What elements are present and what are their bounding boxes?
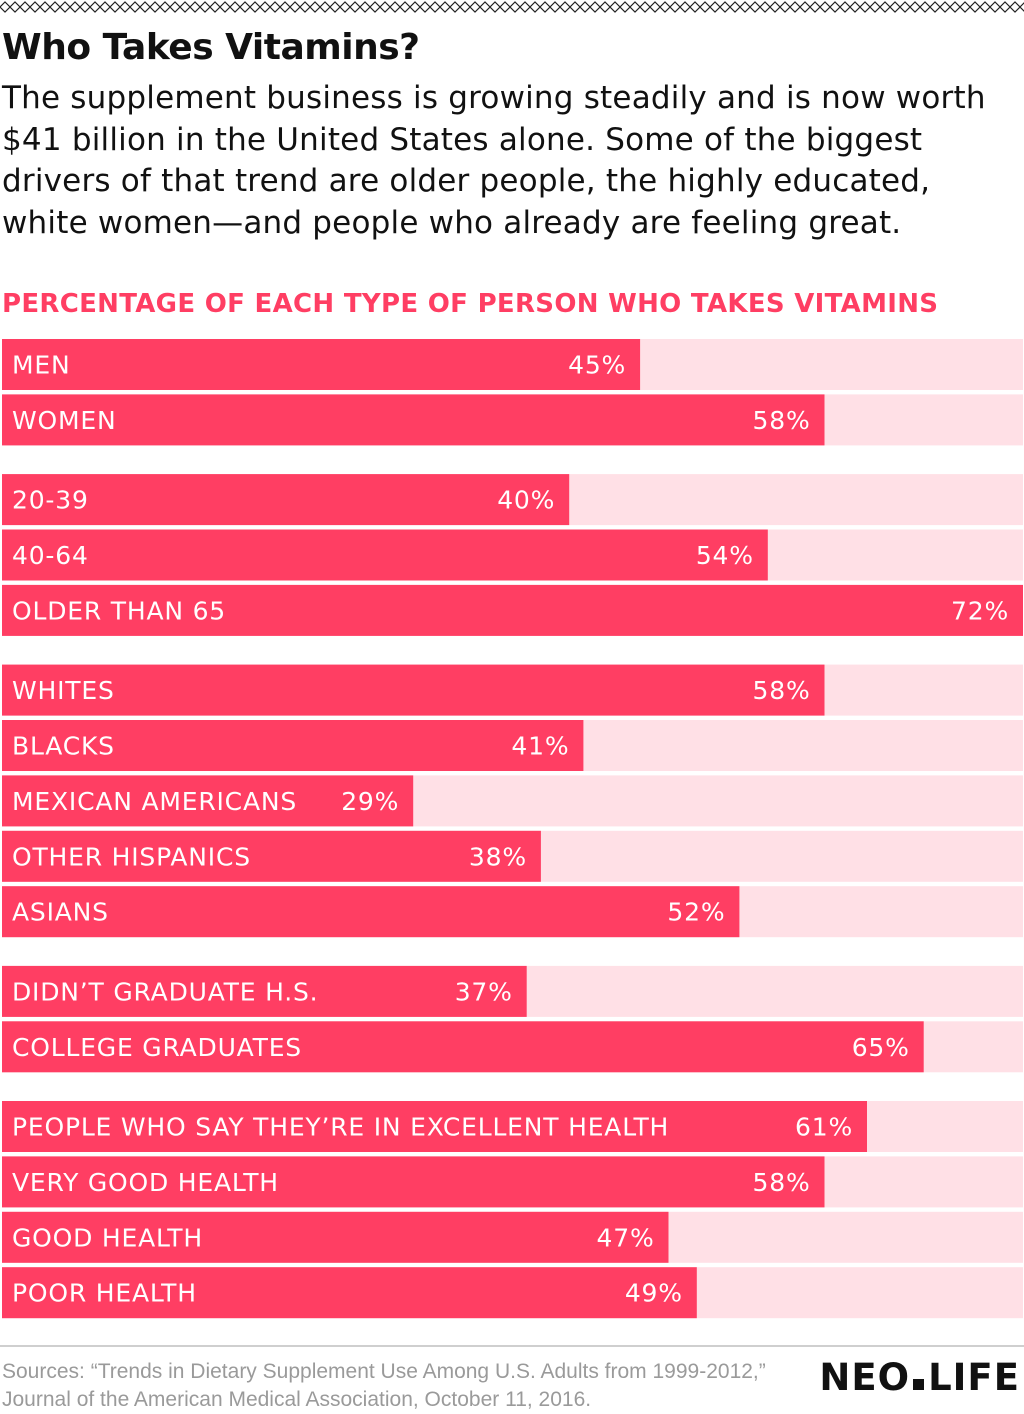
page-subtitle: The supplement business is growing stead… xyxy=(2,80,986,241)
bar-label: OLDER THAN 65 xyxy=(12,596,226,625)
bar xyxy=(2,965,527,1017)
bar xyxy=(2,1267,697,1319)
bar xyxy=(2,1211,669,1263)
bar-value-label: 45% xyxy=(568,351,626,380)
bar-label: BLACKS xyxy=(12,732,115,761)
bar-value-label: 41% xyxy=(511,732,569,761)
bar-label: OTHER HISPANICS xyxy=(12,842,251,871)
bar-value-label: 58% xyxy=(753,406,811,435)
bar xyxy=(2,474,570,526)
bar-value-label: 40% xyxy=(497,486,555,515)
bar xyxy=(2,1156,825,1208)
bar xyxy=(2,720,584,771)
bar-label: DIDN’T GRADUATE H.S. xyxy=(12,977,318,1006)
bar xyxy=(2,886,740,938)
bar-label: MEXICAN AMERICANS xyxy=(12,787,297,816)
bar xyxy=(2,775,414,827)
footer-divider xyxy=(0,1345,1024,1347)
bar-value-label: 72% xyxy=(951,596,1009,625)
logo-dot xyxy=(913,1379,925,1390)
bar xyxy=(2,1021,924,1073)
bar-label: POOR HEALTH xyxy=(12,1279,197,1308)
logo-text-life: LIFE xyxy=(928,1356,1020,1399)
bar xyxy=(2,584,1023,636)
bar-value-label: 29% xyxy=(341,787,399,816)
bar-label: VERY GOOD HEALTH xyxy=(12,1168,279,1197)
bar-value-label: 65% xyxy=(852,1033,910,1062)
bar-label: PEOPLE WHO SAY THEY’RE IN EXCELLENT HEAL… xyxy=(12,1113,669,1142)
chart-title: PERCENTAGE OF EACH TYPE OF PERSON WHO TA… xyxy=(2,289,939,319)
bar xyxy=(2,830,541,882)
bar-value-label: 47% xyxy=(597,1223,655,1252)
bar-value-label: 52% xyxy=(667,898,725,927)
bar-label: WHITES xyxy=(12,676,115,705)
bar-value-label: 61% xyxy=(795,1113,853,1142)
page-title: Who Takes Vitamins? xyxy=(2,27,420,68)
bar-value-label: 37% xyxy=(455,977,513,1006)
bar xyxy=(2,1101,867,1152)
sources-note: Sources: “Trends in Dietary Supplement U… xyxy=(2,1360,766,1411)
bar-label: WOMEN xyxy=(12,406,116,435)
bar-value-label: 54% xyxy=(696,541,754,570)
bar xyxy=(2,394,825,446)
bar-value-label: 38% xyxy=(469,842,527,871)
bar xyxy=(2,339,641,390)
bar-label: GOOD HEALTH xyxy=(12,1223,203,1252)
bar-value-label: 58% xyxy=(753,676,811,705)
bar-label: 40-64 xyxy=(12,541,89,570)
bar xyxy=(2,529,768,581)
bar-value-label: 49% xyxy=(625,1279,683,1308)
top-border-pattern xyxy=(0,0,1024,14)
bar-label: 20-39 xyxy=(12,486,89,515)
bar-label: MEN xyxy=(12,351,70,380)
bar-label: ASIANS xyxy=(12,898,109,927)
logo-text-neo: NEO xyxy=(819,1356,911,1399)
neolife-logo: NEO LIFE xyxy=(819,1356,1020,1399)
bar xyxy=(2,664,825,716)
bar-value-label: 58% xyxy=(753,1168,811,1197)
bar-label: COLLEGE GRADUATES xyxy=(12,1033,302,1062)
